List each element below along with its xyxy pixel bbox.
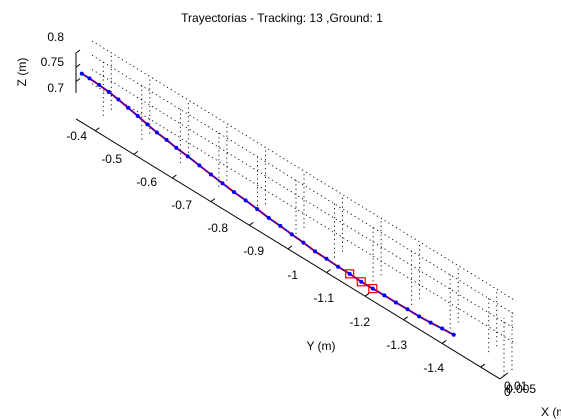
data-point [347,271,352,276]
x-axis-label: X (m) [541,405,561,419]
data-point [393,300,398,305]
data-point [301,240,306,245]
axes-layer [75,49,509,380]
data-point [417,314,422,319]
data-point [370,286,375,291]
y-tick-label: -1.1 [313,291,334,305]
x-axis-line [499,372,509,380]
data-point [405,307,410,312]
x-tick-label: 0 [504,385,511,399]
data-point [220,181,225,186]
x-tick-labels: 0.01 0.005 0 [504,379,536,399]
y-tick-label: -1 [287,268,298,282]
z-tick-label: 0.7 [47,81,64,95]
data-point [79,71,84,76]
data-point [126,105,131,110]
data-point [87,76,92,81]
y-tick-label: -1.2 [349,315,370,329]
y-tick-label: -0.9 [243,244,264,258]
y-axis-tick [210,198,216,203]
y-axis-tick [480,363,486,368]
grid-line-horizontal [91,40,517,302]
data-point [278,223,283,228]
z-axis-tick [75,63,81,68]
y-axis-tick [403,316,408,321]
chart-title: Trayectorias - Tracking: 13 ,Ground: 1 [181,11,383,25]
data-point [359,279,364,284]
data-point [324,256,329,261]
data-point [185,154,190,159]
data-point [428,320,433,325]
data-point [440,326,445,331]
data-point [174,145,179,150]
z-tick-labels: 0.8 0.75 0.7 [41,30,65,95]
data-point [243,198,248,203]
data-point [312,249,317,254]
data-point [451,332,456,337]
data-point [135,113,140,118]
y-axis-tick [249,221,254,226]
square-marker [345,269,355,279]
data-point [197,163,202,168]
z-tick-label: 0.75 [41,55,65,69]
data-point [116,97,121,102]
grid-line-horizontal [91,54,517,316]
y-axis-tick [172,174,177,179]
grid-line-horizontal [91,83,517,345]
data-point [154,130,159,135]
y-tick-label: -0.4 [66,129,87,143]
x-tick-label: 0.005 [506,382,536,396]
y-axis-tick [94,127,100,132]
y-tick-label: -1.4 [423,361,444,375]
data-point [232,190,237,195]
data-point [336,264,341,269]
y-tick-label: -1.3 [386,338,407,352]
data-point [266,215,271,220]
data-point [106,89,111,94]
data-point [145,122,150,127]
z-axis-label: Z (m) [15,58,29,87]
y-axis-tick [287,245,293,250]
y-tick-labels: -0.4 -0.5 -0.6 -0.7 -0.8 -0.9 -1 -1.1 -1… [66,129,444,375]
data-point [208,172,213,177]
y-axis-tick [133,150,139,155]
y-axis-tick [441,340,447,344]
data-point [97,82,102,87]
y-tick-label: -0.7 [171,198,192,212]
z-axis-tick [75,49,81,54]
y-tick-label: -0.6 [136,175,157,189]
y-axis-label: Y (m) [306,339,335,353]
data-point [289,232,294,237]
square-marker [368,283,378,294]
data-point [382,293,387,298]
grid-layer [91,40,517,376]
series-layer [79,71,456,337]
z-axis-tick [75,78,81,82]
square-marker [356,277,366,287]
y-tick-label: -0.5 [101,152,122,166]
y-tick-label: -0.8 [207,221,228,235]
grid-line-horizontal [91,69,517,330]
x-tick-label: 0.01 [504,379,528,393]
data-point [255,207,260,212]
y-axis-tick [364,292,370,297]
z-tick-label: 0.8 [47,30,64,44]
data-point [164,137,169,142]
y-axis-tick [326,269,331,273]
